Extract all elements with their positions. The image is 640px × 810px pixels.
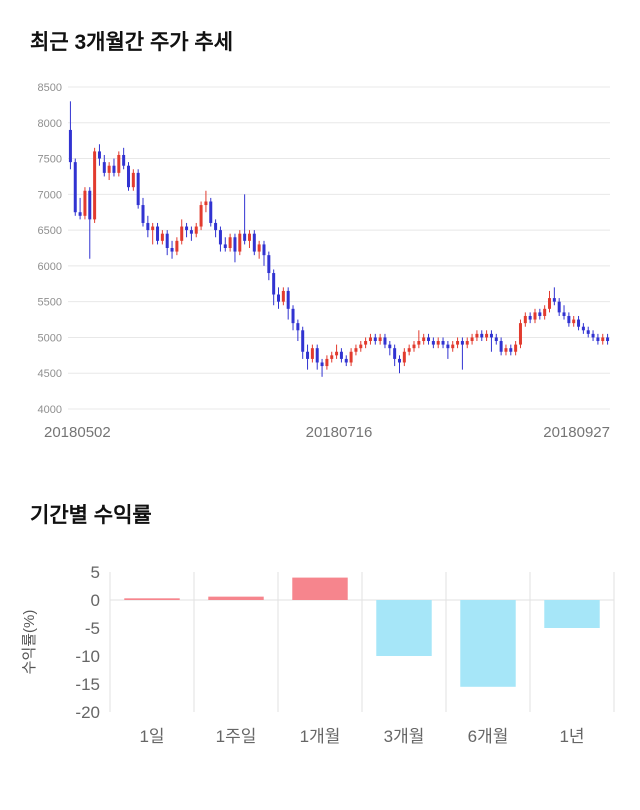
price-chart-title: 최근 3개월간 주가 추세 <box>30 31 234 54</box>
svg-text:8500: 8500 <box>38 82 62 94</box>
returns-chart-title: 기간별 수익률 <box>30 504 152 528</box>
svg-text:7000: 7000 <box>38 190 62 202</box>
candlestick-chart: 4000 4500 5000 5500 6000 6500 7000 7500 8000 8500… <box>38 82 610 441</box>
svg-text:20180502: 20180502 <box>44 424 111 441</box>
svg-text:-5: -5 <box>85 619 100 638</box>
svg-text:5: 5 <box>91 564 100 582</box>
svg-text:1일: 1일 <box>139 727 164 746</box>
svg-text:1주일: 1주일 <box>216 727 257 746</box>
page: 최근 3개월간 주가 추세 4000 4500 5000 5500 6000 6500 70… <box>21 31 615 746</box>
svg-text:20180927: 20180927 <box>543 424 610 441</box>
svg-text:8000: 8000 <box>38 118 62 130</box>
svg-text:-15: -15 <box>75 675 100 694</box>
svg-text:7500: 7500 <box>38 154 62 166</box>
svg-text:4000: 4000 <box>38 404 62 416</box>
svg-text:0: 0 <box>91 591 100 610</box>
svg-text:6500: 6500 <box>38 225 62 237</box>
svg-text:20180716: 20180716 <box>306 424 373 441</box>
svg-text:1년: 1년 <box>559 727 584 746</box>
returns-bar-chart: 5 0 -5 -10 -15 -20 수익률(%) 1일 1주일 1개월 3개월 6개월 1년 <box>21 564 615 746</box>
svg-text:5000: 5000 <box>38 333 62 345</box>
svg-text:1개월: 1개월 <box>300 727 341 746</box>
svg-text:수익률(%): 수익률(%) <box>21 610 38 675</box>
svg-text:4500: 4500 <box>38 368 62 380</box>
svg-text:3개월: 3개월 <box>384 727 425 746</box>
svg-text:-20: -20 <box>75 703 100 722</box>
svg-text:6000: 6000 <box>38 261 62 273</box>
svg-text:5500: 5500 <box>38 297 62 309</box>
svg-text:-10: -10 <box>75 647 100 666</box>
svg-text:6개월: 6개월 <box>468 727 509 746</box>
